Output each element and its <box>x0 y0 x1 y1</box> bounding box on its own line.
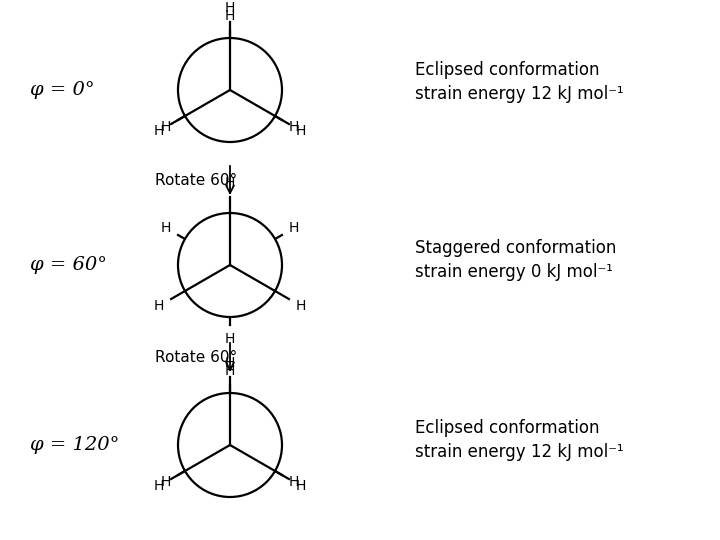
Text: H: H <box>296 479 306 493</box>
Text: φ = 120°: φ = 120° <box>30 436 120 454</box>
Text: Eclipsed conformation: Eclipsed conformation <box>415 419 600 437</box>
Text: H: H <box>289 475 300 489</box>
Text: strain energy 12 kJ mol⁻¹: strain energy 12 kJ mol⁻¹ <box>415 443 624 461</box>
Text: H: H <box>296 124 306 138</box>
Text: Staggered conformation: Staggered conformation <box>415 239 616 257</box>
Text: H: H <box>161 475 171 489</box>
Text: H: H <box>225 176 235 190</box>
Text: H: H <box>225 1 235 15</box>
Circle shape <box>178 38 282 142</box>
Text: H: H <box>154 124 164 138</box>
Text: φ = 0°: φ = 0° <box>30 81 94 99</box>
Text: H: H <box>225 332 235 346</box>
Text: H: H <box>289 120 300 134</box>
Text: H: H <box>154 299 164 313</box>
Text: strain energy 0 kJ mol⁻¹: strain energy 0 kJ mol⁻¹ <box>415 263 613 281</box>
Circle shape <box>178 393 282 497</box>
Text: H: H <box>154 479 164 493</box>
Text: φ = 60°: φ = 60° <box>30 256 107 274</box>
Text: Rotate 60°: Rotate 60° <box>155 350 238 365</box>
Text: H: H <box>296 299 306 313</box>
Text: H: H <box>225 356 235 370</box>
Text: H: H <box>225 9 235 23</box>
Text: H: H <box>225 364 235 378</box>
Text: H: H <box>289 221 300 235</box>
Circle shape <box>178 213 282 317</box>
Text: Rotate 60°: Rotate 60° <box>155 173 238 188</box>
Text: H: H <box>161 221 171 235</box>
Text: strain energy 12 kJ mol⁻¹: strain energy 12 kJ mol⁻¹ <box>415 85 624 103</box>
Text: Eclipsed conformation: Eclipsed conformation <box>415 61 600 79</box>
Text: H: H <box>161 120 171 134</box>
